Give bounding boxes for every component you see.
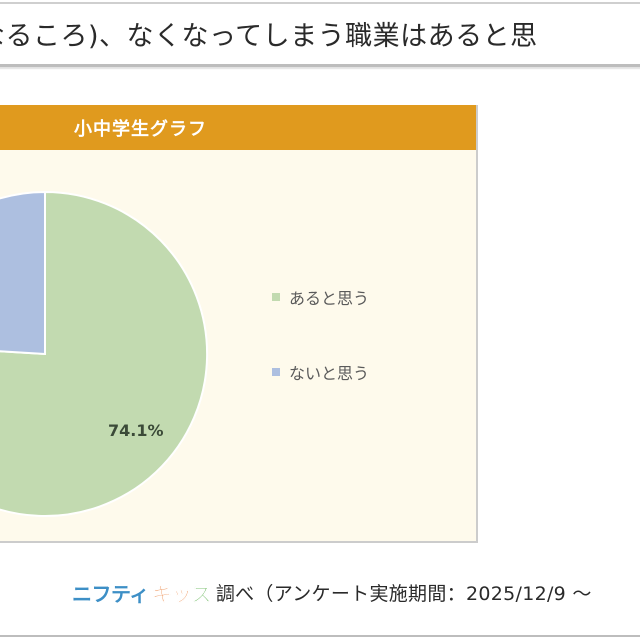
nifty-logo-text: ニフティ xyxy=(72,582,149,606)
survey-period-text: 調べ（アンケート実施期間：2025/12/9 〜 xyxy=(215,583,592,605)
legend-label: あると思う xyxy=(289,289,370,308)
data-label-yes: 74.1% xyxy=(108,421,164,440)
kids-logo-icon: キッズ xyxy=(151,582,213,607)
pie-slice-yes xyxy=(0,190,209,517)
chart-title: 小中学生グラフ xyxy=(74,119,207,140)
question-title: なるころ)、なくなってしまう職業はあると思 xyxy=(0,21,538,52)
legend-item-no: ないと思う xyxy=(272,360,369,384)
legend-swatch-blue-icon xyxy=(272,368,280,376)
source-footer: ニフティ キッズ 調べ（アンケート実施期間：2025/12/9 〜 xyxy=(72,578,592,607)
legend-label: ないと思う xyxy=(289,364,370,383)
legend-item-yes: あると思う xyxy=(272,285,369,309)
legend-swatch-green-icon xyxy=(272,293,280,301)
question-title-box: なるころ)、なくなってしまう職業はあると思 xyxy=(0,2,640,67)
pie-slice-no xyxy=(0,190,46,356)
chart-panel-header: 小中学生グラフ xyxy=(0,105,476,150)
chart-panel: 小中学生グラフ xyxy=(0,105,478,543)
bottom-divider xyxy=(0,635,640,637)
